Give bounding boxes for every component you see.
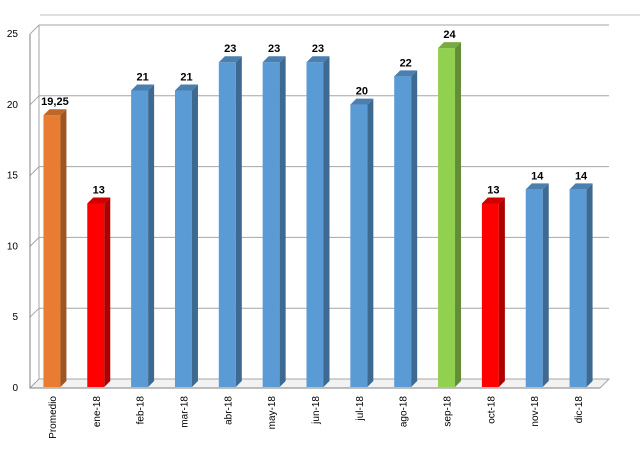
- y-tick-label: 20: [7, 100, 19, 111]
- x-tick-label: may-18: [267, 396, 278, 430]
- bar-top: [174, 84, 198, 91]
- bar-top: [481, 197, 505, 204]
- bar-side: [279, 56, 286, 388]
- data-label: 14: [531, 170, 544, 182]
- bar-side: [60, 109, 67, 387]
- bar-side: [148, 84, 155, 387]
- axes: [28, 14, 640, 389]
- bar-side: [498, 197, 505, 387]
- bar-top: [218, 56, 242, 63]
- y-tick-label: 5: [12, 312, 18, 323]
- x-tick-label: abr-18: [223, 396, 234, 425]
- bar: [87, 197, 111, 387]
- data-label: 13: [93, 184, 105, 196]
- bar: [394, 70, 418, 388]
- bar-top: [262, 56, 286, 63]
- bar-front: [350, 104, 368, 387]
- bar: [262, 56, 286, 388]
- x-tick-label: Promedio: [48, 396, 59, 439]
- data-label: 19,25: [41, 96, 69, 108]
- bar-side: [455, 42, 462, 388]
- bar-top: [394, 70, 418, 77]
- bar-front: [218, 62, 236, 388]
- bar-top: [306, 56, 330, 63]
- data-label: 23: [312, 43, 324, 55]
- data-label: 14: [575, 170, 588, 182]
- data-label: 23: [224, 43, 236, 55]
- bar-front: [525, 189, 543, 387]
- bar-top: [87, 197, 111, 204]
- data-label: 22: [400, 57, 412, 69]
- gridline-side: [29, 237, 40, 247]
- gridline-side: [29, 166, 40, 176]
- bar: [131, 84, 155, 387]
- bar: [525, 183, 549, 387]
- data-label: 20: [356, 86, 368, 98]
- data-label: 13: [487, 184, 499, 196]
- y-tick-label: 25: [7, 29, 19, 40]
- bar-top: [131, 84, 155, 91]
- data-label: 24: [443, 29, 456, 41]
- bar: [481, 197, 505, 387]
- bar-front: [394, 76, 412, 388]
- bar-side: [191, 84, 198, 387]
- tick-labels: 0 5 10 15 20 25 Promedio ene-18 feb-18 mar-18 abr-…: [7, 29, 585, 439]
- bar-side: [411, 70, 418, 388]
- x-tick-label: jun-18: [311, 396, 322, 425]
- bars: [43, 42, 593, 388]
- gridline-side: [29, 24, 40, 35]
- bar-front: [262, 62, 280, 388]
- bar: [218, 56, 242, 388]
- x-tick-label: oct-18: [486, 396, 497, 424]
- bar: [438, 42, 462, 388]
- bar-top: [525, 183, 549, 190]
- data-label: 21: [180, 71, 192, 83]
- x-tick-label: mar-18: [179, 396, 190, 428]
- bar-front: [481, 203, 499, 387]
- bar-side: [542, 183, 549, 387]
- bar: [306, 56, 330, 388]
- bar-side: [367, 98, 374, 387]
- bar-side: [235, 56, 242, 388]
- bar-side: [323, 56, 330, 388]
- bar-top: [438, 42, 462, 49]
- y-tick-label: 10: [7, 241, 19, 252]
- bar-front: [131, 90, 149, 387]
- x-tick-label: nov-18: [530, 396, 541, 427]
- gridline-side: [29, 307, 40, 318]
- bar: [174, 84, 198, 387]
- bar: [350, 98, 374, 387]
- bar-front: [87, 203, 105, 387]
- data-label: 21: [136, 71, 148, 83]
- gridline-side: [29, 95, 40, 106]
- bar-side: [104, 197, 111, 387]
- bar: [569, 183, 593, 387]
- bar-top: [569, 183, 593, 190]
- x-tick-label: ene-18: [92, 396, 103, 428]
- bar-front: [438, 48, 456, 388]
- bar-front: [306, 62, 324, 388]
- x-tick-label: sep-18: [443, 396, 454, 427]
- bar-top: [43, 109, 67, 116]
- x-tick-label: ago-18: [399, 396, 410, 428]
- bar-front: [43, 115, 61, 387]
- bar-front: [569, 189, 587, 387]
- x-tick-label: feb-18: [136, 396, 147, 425]
- x-tick-label: jul-18: [355, 396, 366, 422]
- bar: [43, 109, 67, 387]
- bar-top: [350, 98, 374, 105]
- y-tick-label: 15: [7, 171, 19, 182]
- x-tick-label: dic-18: [574, 396, 585, 424]
- data-label: 23: [268, 43, 280, 55]
- bar-side: [586, 183, 593, 387]
- data-labels: 19,25 13 21 21 23 23 23 20 22 24 13 14 14: [41, 29, 588, 196]
- y-tick-label: 0: [12, 383, 18, 394]
- bar-front: [174, 90, 192, 387]
